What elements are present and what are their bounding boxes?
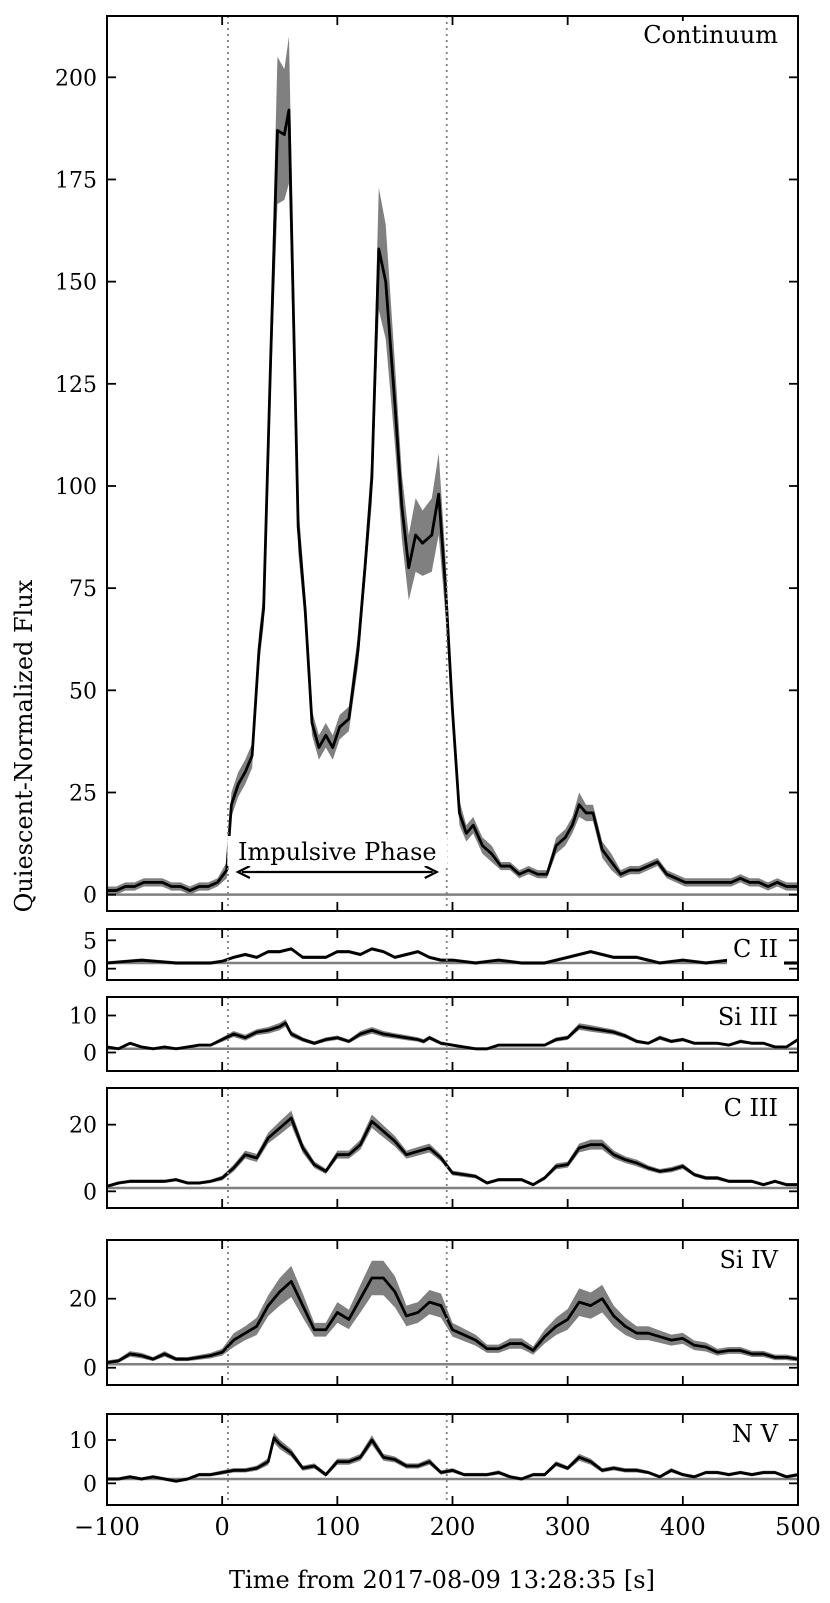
y-tick-label: 125 — [55, 373, 97, 398]
impulsive-phase-annotation: Impulsive Phase — [227, 836, 448, 879]
y-tick-label: 0 — [83, 884, 97, 909]
x-tick-label: 0 — [215, 1513, 230, 1541]
panel-label-text: Si IV — [719, 1246, 778, 1274]
x-tick-label: 200 — [430, 1513, 476, 1541]
panel-label-text: Si III — [718, 1003, 778, 1031]
series-line — [107, 1021, 798, 1051]
x-tick-label: 100 — [314, 1513, 360, 1541]
plot-area — [107, 947, 798, 965]
impulsive-phase-label: Impulsive Phase — [238, 838, 437, 866]
panel-label: C II — [727, 935, 784, 965]
y-tick-label: 20 — [69, 1288, 97, 1313]
y-tick-label: 200 — [55, 66, 97, 91]
panel-n-v: 0 10 N V — [69, 1413, 799, 1506]
y-tick-label: 10 — [69, 1005, 97, 1030]
y-axis-label: Quiescent-Normalized Flux — [10, 579, 38, 912]
panel-si-iii: 0 10 Si III — [69, 996, 799, 1072]
panel-si-iv: 0 20 Si IV — [69, 1239, 799, 1386]
panel-label: Continuum — [637, 21, 784, 51]
x-tick-label: −100 — [74, 1513, 140, 1541]
plot-area — [107, 1260, 798, 1366]
x-tick-label: 500 — [775, 1513, 821, 1541]
panel-label: C III — [717, 1094, 784, 1124]
y-tick-label: 175 — [55, 168, 97, 193]
y-tick-label: 20 — [69, 1114, 97, 1139]
x-tick-label: 400 — [660, 1513, 706, 1541]
plot-area — [107, 1019, 798, 1051]
y-tick-label: 0 — [83, 1357, 97, 1382]
y-tick-label: 5 — [83, 929, 97, 954]
panel-label-text: N V — [732, 1420, 779, 1448]
y-tick-label: 150 — [55, 271, 97, 296]
y-tick-label: 0 — [83, 1472, 97, 1497]
y-tick-label: 10 — [69, 1429, 97, 1454]
panel-label: N V — [726, 1420, 784, 1450]
y-tick-label: 50 — [69, 679, 97, 704]
plot-area — [107, 36, 798, 896]
panel-label-text: Continuum — [643, 21, 778, 49]
error-band — [107, 36, 798, 895]
plot-area — [107, 1432, 798, 1483]
y-tick-label: 25 — [69, 781, 97, 806]
y-tick-label: 0 — [83, 1180, 97, 1205]
series-line — [107, 1276, 798, 1364]
x-axis-label: Time from 2017-08-09 13:28:35 [s] — [229, 1566, 655, 1594]
panel-c-ii: 0 5 C II — [83, 928, 799, 983]
panel-label-text: C III — [724, 1094, 778, 1122]
y-tick-label: 100 — [55, 475, 97, 500]
series-line — [107, 947, 798, 965]
arrow-head-right — [424, 865, 440, 879]
panel-label-text: C II — [733, 935, 778, 963]
axes-frame — [106, 1413, 799, 1506]
y-tick-label: 0 — [83, 958, 97, 983]
series-line — [107, 1436, 798, 1483]
y-tick-label: 0 — [83, 1042, 97, 1067]
y-tick-label: 75 — [69, 577, 97, 602]
axes-frame — [106, 1087, 799, 1209]
plot-area — [107, 1110, 798, 1190]
panel-c-iii: 0 20 C III — [69, 1087, 799, 1209]
panel-label: Si IV — [713, 1246, 784, 1276]
x-tick-label: 300 — [545, 1513, 591, 1541]
arrow-head-left — [235, 865, 251, 879]
axes-frame — [106, 15, 799, 912]
series-line — [107, 108, 798, 892]
error-band — [107, 1260, 798, 1365]
error-band — [107, 1110, 798, 1188]
panel-label: Si III — [711, 1003, 784, 1033]
axes-frame — [106, 996, 799, 1072]
series-line — [107, 1116, 798, 1188]
panel-continuum: 0 25 50 75 100 125 150 175 200 Continuum — [55, 15, 799, 912]
